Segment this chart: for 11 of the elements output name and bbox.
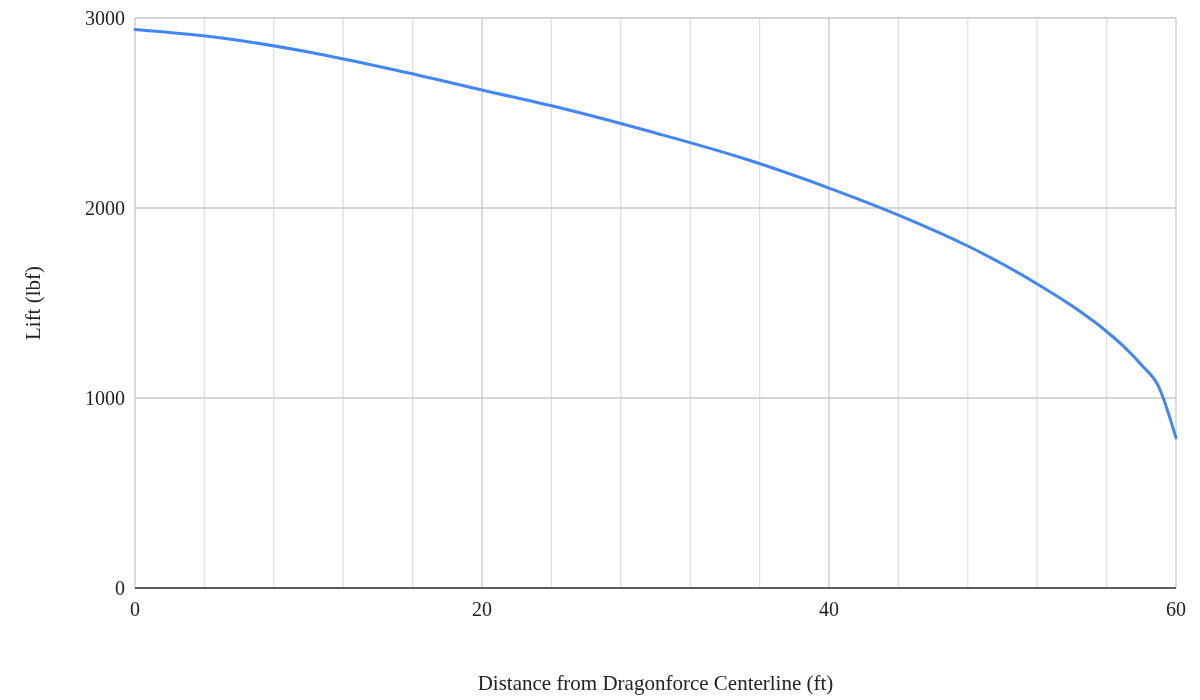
y-tick-label: 0 (115, 577, 125, 599)
x-tick-label: 20 (472, 598, 492, 620)
y-tick-label: 2000 (85, 197, 125, 219)
y-tick-label: 1000 (85, 387, 125, 409)
x-axis-title: Distance from Dragonforce Centerline (ft) (477, 671, 834, 695)
y-tick-label: 3000 (85, 7, 125, 29)
line-series (133, 27, 1178, 440)
x-tick-label: 60 (1166, 598, 1186, 620)
y-axis-title: Lift (lbf) (21, 265, 45, 341)
x-tick-label: 40 (819, 598, 839, 620)
x-tick-label: 0 (130, 598, 140, 620)
